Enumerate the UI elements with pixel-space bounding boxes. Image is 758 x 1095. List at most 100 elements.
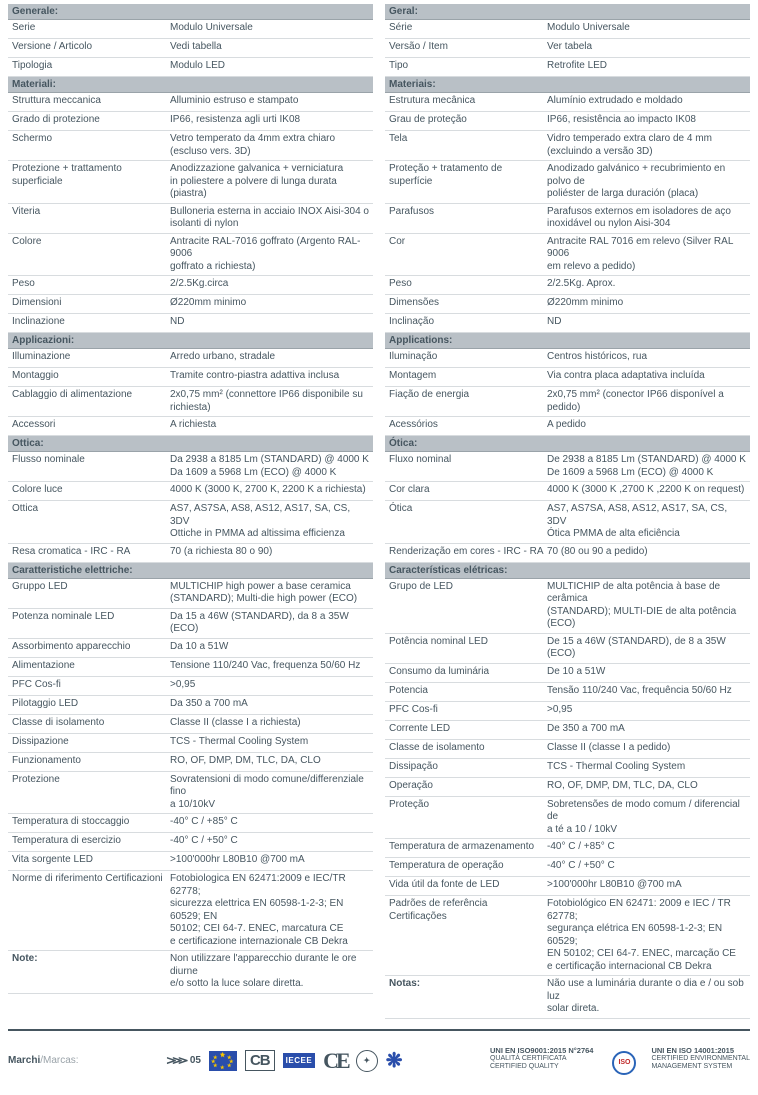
spec-row: Versione / ArticoloVedi tabella (8, 39, 373, 58)
spec-value: De 350 a 700 mA (547, 723, 746, 736)
spec-row: Fiação de energia2x0,75 mm² (conector IP… (385, 387, 750, 417)
cert1-l2: CERTIFIED QUALITY (490, 1063, 559, 1070)
spec-row: Struttura meccanicaAlluminio estruso e s… (8, 93, 373, 112)
spec-row: Padrões de referência CertificaçõesFotob… (385, 896, 750, 976)
spec-label: Norme di riferimento Certificazioni (12, 873, 170, 886)
spec-label: Proteção (389, 799, 547, 812)
spec-row: Peso2/2.5Kg.circa (8, 276, 373, 295)
spec-value: MULTICHIP de alta potência à base de cer… (547, 581, 746, 631)
spec-row: Notas:Não use a luminária durante o dia … (385, 976, 750, 1019)
spec-value: Non utilizzare l'apparecchio durante le … (170, 953, 369, 991)
spec-label: Dissipazione (12, 736, 170, 749)
spec-label: Assorbimento apparecchio (12, 641, 170, 654)
spec-row: AlimentazioneTensione 110/240 Vac, frequ… (8, 658, 373, 677)
spec-row: Cablaggio di alimentazione2x0,75 mm² (co… (8, 387, 373, 417)
spec-label: Serie (12, 22, 170, 35)
cert-block-2: UNI EN ISO 14001:2015 CERTIFIED ENVIRONM… (651, 1046, 750, 1076)
spec-label: Flusso nominale (12, 454, 170, 467)
brand-label: Marchi/Marcas: (8, 1055, 79, 1066)
spec-label: Colore (12, 236, 170, 249)
spec-row: Gruppo LEDMULTICHIP high power a base ce… (8, 579, 373, 609)
spec-value: De 15 a 46W (STANDARD), de 8 a 35W (ECO) (547, 636, 746, 661)
spec-label: Note: (12, 953, 170, 966)
spec-label: Ótica (389, 503, 547, 516)
spec-label: Acessórios (389, 419, 547, 432)
spec-value: RO, OF, DMP, DM, TLC, DA, CLO (170, 755, 369, 768)
spec-value: Da 10 a 51W (170, 641, 369, 654)
spec-label: Proteção + tratamento de superfície (389, 163, 547, 188)
spec-value: Anodizzazione galvanica + verniciatura i… (170, 163, 369, 201)
spec-row: DimensõesØ220mm minimo (385, 295, 750, 314)
section-header: Ótica: (385, 436, 750, 452)
spec-value: Vetro temperato da 4mm extra chiaro (esc… (170, 133, 369, 158)
spec-value: 2/2.5Kg.circa (170, 278, 369, 291)
ce-mark: CE (323, 1048, 348, 1074)
spec-row: MontaggioTramite contro-piastra adattiva… (8, 368, 373, 387)
spec-value: IP66, resistência ao impacto IK08 (547, 114, 746, 127)
spec-row: InclinazioneND (8, 314, 373, 333)
spec-row: Protezione + trattamento superficialeAno… (8, 161, 373, 204)
spec-value: -40° C / +85° C (547, 841, 746, 854)
spec-label: Tipologia (12, 60, 170, 73)
spec-row: ÓticaAS7, AS7SA, AS8, AS12, AS17, SA, CS… (385, 501, 750, 544)
spec-row: Note:Non utilizzare l'apparecchio durant… (8, 951, 373, 994)
spec-row: ColoreAntracite RAL-7016 goffrato (Argen… (8, 234, 373, 277)
spec-label: Temperatura di stoccaggio (12, 816, 170, 829)
spec-label: Classe de isolamento (389, 742, 547, 755)
spec-label: Renderização em cores - IRC - RA (389, 546, 547, 559)
spec-value: Vedi tabella (170, 41, 369, 54)
spec-label: Protezione + trattamento superficiale (12, 163, 170, 188)
spec-value: Não use a luminária durante o dia e / ou… (547, 978, 746, 1016)
spec-value: >100'000hr L80B10 @700 mA (170, 854, 369, 867)
spec-row: SérieModulo Universale (385, 20, 750, 39)
spec-value: MULTICHIP high power a base ceramica (ST… (170, 581, 369, 606)
spec-value: Antracite RAL 7016 em relevo (Silver RAL… (547, 236, 746, 274)
spec-value: Ø220mm minimo (547, 297, 746, 310)
spec-value: Sovratensioni di modo comune/differenzia… (170, 774, 369, 812)
spec-value: Modulo Universale (547, 22, 746, 35)
spec-row: Renderização em cores - IRC - RA70 (80 o… (385, 544, 750, 563)
spec-label: Operação (389, 780, 547, 793)
spec-row: Grado di protezioneIP66, resistenza agli… (8, 112, 373, 131)
spec-value: Alluminio estruso e stampato (170, 95, 369, 108)
iso-badge-icon: ISO (607, 1046, 637, 1076)
spec-label: Funzionamento (12, 755, 170, 768)
spec-value: Classe II (classe I a richiesta) (170, 717, 369, 730)
spec-value: Da 15 a 46W (STANDARD), da 8 a 35W (ECO) (170, 611, 369, 636)
spec-row: SerieModulo Universale (8, 20, 373, 39)
spec-label: Cor (389, 236, 547, 249)
spec-value: Vidro temperado extra claro de 4 mm (exc… (547, 133, 746, 158)
spec-row: IlluminazioneArredo urbano, stradale (8, 349, 373, 368)
spec-row: DissipazioneTCS - Thermal Cooling System (8, 734, 373, 753)
spec-label: Montaggio (12, 370, 170, 383)
spec-label: Notas: (389, 978, 547, 991)
spec-label: Inclinazione (12, 316, 170, 329)
spec-row: AcessóriosA pedido (385, 417, 750, 436)
spec-label: Dissipação (389, 761, 547, 774)
spec-label: Cor clara (389, 484, 547, 497)
spec-value: ND (170, 316, 369, 329)
eu-flag-mark: ★★★★★★★★ (209, 1051, 237, 1071)
spec-value: Tensione 110/240 Vac, frequenza 50/60 Hz (170, 660, 369, 673)
cb-mark: CB (245, 1050, 275, 1071)
spec-row: TipoRetrofite LED (385, 58, 750, 77)
spec-label: Classe di isolamento (12, 717, 170, 730)
cert1-l1: QUALITÀ CERTIFICATA (490, 1055, 567, 1062)
brand-main: Marchi (8, 1055, 40, 1066)
spec-row: Proteção + tratamento de superfícieAnodi… (385, 161, 750, 204)
spec-value: >0,95 (547, 704, 746, 717)
spec-value: AS7, AS7SA, AS8, AS12, AS17, SA, CS, 3DV… (170, 503, 369, 541)
spec-row: AccessoriA richiesta (8, 417, 373, 436)
spec-value: 2x0,75 mm² (connettore IP66 disponibile … (170, 389, 369, 414)
spec-row: Pilotaggio LEDDa 350 a 700 mA (8, 696, 373, 715)
spec-row: Temperatura di esercizio-40° C / +50° C (8, 833, 373, 852)
spec-value: 4000 K (3000 K, 2700 K, 2200 K a richies… (170, 484, 369, 497)
spec-value: AS7, AS7SA, AS8, AS12, AS17, SA, CS, 3DV… (547, 503, 746, 541)
spec-value: -40° C / +50° C (547, 860, 746, 873)
spec-row: Estrutura mecânicaAlumínio extrudado e m… (385, 93, 750, 112)
spec-label: Corrente LED (389, 723, 547, 736)
spec-value: Ver tabela (547, 41, 746, 54)
cert-block-1: UNI EN ISO9001:2015 N°2764 QUALITÀ CERTI… (490, 1046, 593, 1076)
spec-label: Schermo (12, 133, 170, 146)
spec-row: Versão / ItemVer tabela (385, 39, 750, 58)
